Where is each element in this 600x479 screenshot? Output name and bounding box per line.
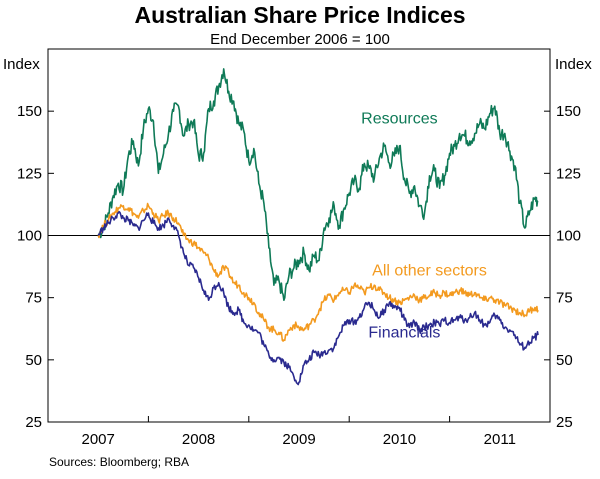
- y-tick-label-right: 125: [556, 165, 581, 182]
- chart-subtitle: End December 2006 = 100: [210, 31, 390, 48]
- y-axis-label-left: Index: [3, 56, 40, 73]
- y-tick-label-left: 25: [25, 414, 42, 431]
- series-line-resources: [97, 68, 539, 301]
- series-line-financials: [97, 210, 539, 386]
- series-label-all-other-sectors: All other sectors: [372, 262, 487, 279]
- series-label-resources: Resources: [361, 111, 437, 128]
- x-tick-label: 2009: [282, 431, 315, 448]
- y-tick-label-left: 100: [17, 228, 42, 245]
- x-tick-label: 2011: [484, 431, 516, 448]
- y-tick-label-right: 75: [556, 290, 573, 307]
- y-tick-label-left: 75: [25, 290, 42, 307]
- series-line-all-other-sectors: [97, 202, 539, 342]
- x-tick-label: 2007: [82, 431, 115, 448]
- y-tick-label-left: 125: [17, 165, 42, 182]
- source-note: Sources: Bloomberg; RBA: [49, 455, 190, 469]
- x-tick-label: 2008: [182, 431, 215, 448]
- y-tick-label-right: 150: [556, 103, 581, 120]
- y-axis-label-right: Index: [555, 56, 592, 73]
- y-tick-label-right: 25: [556, 414, 573, 431]
- chart-title: Australian Share Price Indices: [134, 2, 466, 28]
- y-tick-label-left: 150: [17, 103, 42, 120]
- y-tick-label-right: 50: [556, 352, 573, 369]
- series-label-financials: Financials: [368, 324, 440, 341]
- y-tick-label-left: 50: [25, 352, 42, 369]
- y-tick-label-right: 100: [556, 228, 581, 245]
- x-tick-label: 2010: [383, 431, 416, 448]
